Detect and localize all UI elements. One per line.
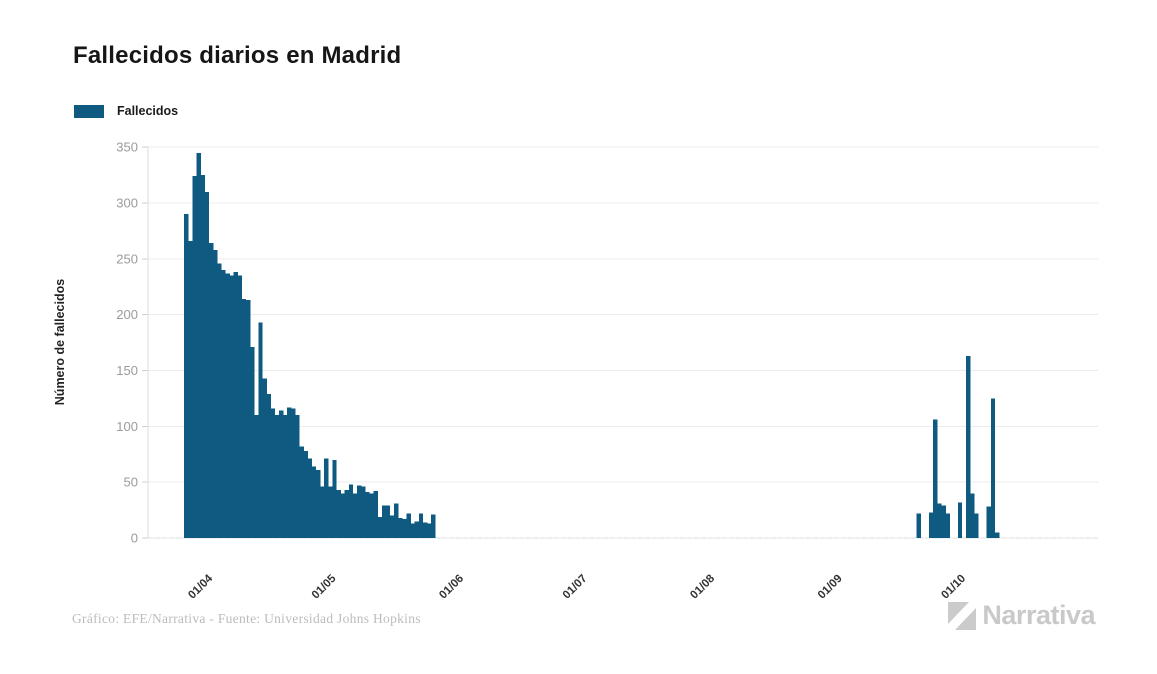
bar: [204, 191, 210, 538]
bar: [299, 446, 304, 538]
y-tick-label: 50: [124, 475, 138, 490]
y-tick-label: 150: [116, 363, 138, 378]
bar: [410, 523, 415, 538]
bar: [945, 513, 950, 538]
bar: [340, 493, 345, 538]
bar: [990, 398, 996, 538]
bar: [381, 505, 387, 538]
narrativa-logo-icon: [948, 601, 977, 630]
legend-swatch-icon: [74, 104, 104, 118]
bar: [389, 515, 395, 538]
bar: [237, 275, 243, 538]
x-tick-label: 01/08: [688, 572, 717, 601]
bar: [213, 249, 218, 538]
y-tick-label: 100: [116, 419, 138, 434]
bar: [217, 263, 222, 538]
x-tick-label: 01/09: [816, 573, 845, 602]
bar: [196, 152, 201, 538]
bar: [929, 512, 934, 538]
bar: [414, 521, 420, 538]
narrativa-logo: Narrativa: [947, 600, 1095, 631]
bar: [974, 513, 979, 538]
narrativa-logo-text: Narrativa: [982, 600, 1095, 630]
y-tick-label: 200: [116, 307, 138, 322]
bar: [184, 214, 189, 538]
x-tick-label: 01/05: [310, 572, 339, 601]
x-tick-label: 01/10: [939, 573, 968, 602]
bar: [274, 415, 280, 538]
bar: [188, 240, 193, 538]
y-tick-label: 300: [116, 196, 138, 211]
bar: [250, 347, 255, 538]
y-tick-label: 250: [116, 251, 138, 266]
bar: [332, 459, 337, 538]
bar: [916, 513, 922, 538]
x-tick-label: 01/04: [186, 572, 215, 601]
bar: [208, 243, 214, 539]
bar: [377, 516, 383, 538]
bar: [283, 415, 288, 538]
bar: [336, 489, 341, 538]
bar: [402, 519, 407, 538]
bar: [241, 299, 247, 538]
legend: Fallecidos: [74, 104, 178, 118]
bar: [406, 513, 411, 538]
bar: [344, 489, 350, 538]
bar: [270, 408, 276, 538]
bar: [229, 275, 234, 538]
y-tick-label: 0: [131, 531, 138, 546]
bar: [361, 486, 366, 538]
bar: [254, 415, 259, 538]
bar: [262, 378, 267, 538]
bar: [966, 355, 971, 538]
bar: [957, 502, 963, 538]
legend-label: Fallecidos: [117, 104, 179, 118]
bar: [385, 505, 391, 538]
bar: [937, 503, 942, 538]
bar: [291, 408, 296, 538]
x-tick-label: 01/07: [561, 573, 590, 602]
bar: [324, 458, 329, 538]
bar: [418, 513, 424, 538]
bar: [373, 491, 378, 538]
bar: [266, 393, 271, 538]
bar: [245, 300, 251, 538]
bar: [307, 458, 313, 538]
bar: [221, 270, 226, 538]
y-tick-label: 350: [116, 140, 138, 155]
bar: [295, 415, 300, 538]
bar: [311, 466, 317, 538]
bar: [369, 493, 374, 538]
bar: [233, 272, 238, 538]
bar: [315, 469, 321, 538]
bar: [192, 176, 197, 538]
bar: [994, 532, 1000, 538]
bar: [933, 419, 938, 538]
bar: [422, 522, 428, 538]
bar: [258, 322, 263, 538]
bar: [200, 175, 206, 539]
page-title: Fallecidos diarios en Madrid: [73, 42, 402, 69]
bar: [394, 503, 399, 538]
bar: [303, 450, 308, 538]
bar: [320, 486, 325, 538]
bar: [398, 517, 403, 538]
x-tick-label: 01/06: [437, 573, 466, 602]
source-credit: Gráfico: EFE/Narrativa - Fuente: Univers…: [72, 611, 421, 626]
bar: [365, 492, 370, 538]
bar: [278, 410, 284, 538]
bar: [328, 486, 333, 538]
bar: [348, 484, 354, 538]
bar: [287, 407, 292, 538]
bar: [352, 493, 358, 538]
bar: [431, 514, 436, 538]
bar: [986, 506, 992, 538]
bar: [357, 485, 362, 538]
bar: [970, 493, 975, 538]
bar: [225, 273, 230, 538]
bar: [427, 523, 432, 538]
bar: [941, 505, 946, 538]
